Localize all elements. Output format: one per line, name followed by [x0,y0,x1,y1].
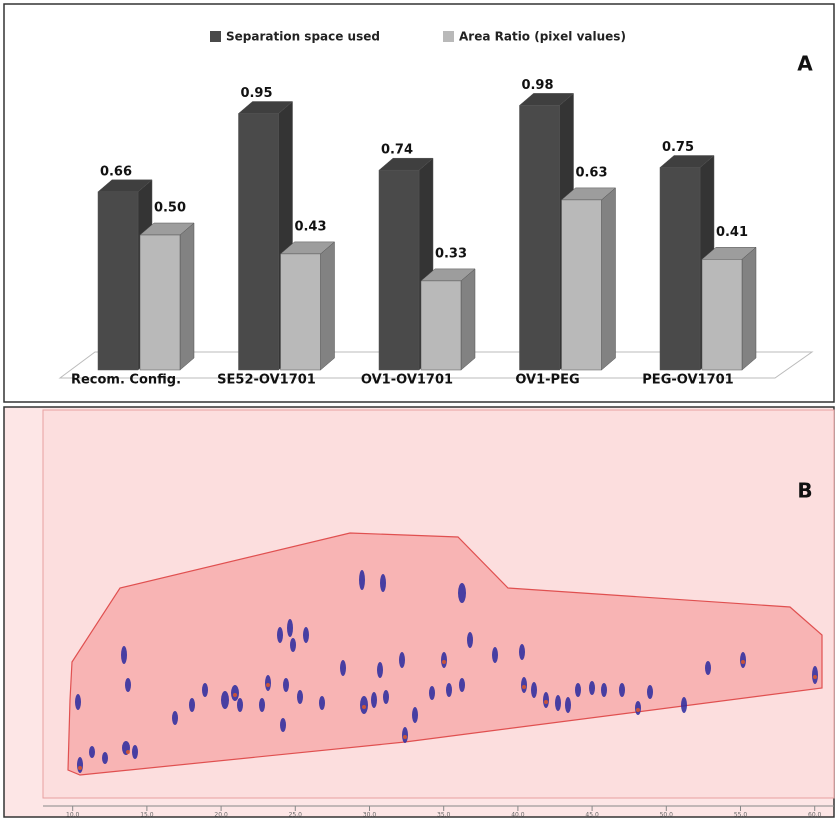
legend-label: Separation space used [226,30,380,44]
bar-side [179,222,195,371]
x-tick-label: 10.0 [66,812,80,819]
x-tick-label: PEG-OV1701 [642,373,733,388]
value-label: 0.95 [240,86,272,101]
bar [280,253,321,371]
value-label: 0.75 [662,140,694,155]
legend-swatch [443,31,454,42]
bar [139,234,181,371]
value-label: 0.41 [716,225,748,240]
value-label: 0.63 [575,165,607,180]
value-label: 0.66 [100,164,132,179]
bar-side [460,268,476,371]
panel-label: B [797,479,812,503]
value-label: 0.50 [154,201,186,216]
bar [659,167,701,371]
legend-swatch [210,31,221,42]
legend-label: Area Ratio (pixel values) [459,30,626,44]
x-tick-label: OV1-OV1701 [361,373,453,388]
bar [420,280,462,371]
value-label: 0.98 [521,78,553,93]
x-tick-label: SE52-OV1701 [217,373,316,388]
panel-label: A [797,52,813,76]
bar [519,105,560,371]
peaks [75,570,818,773]
x-tick-label: 20.0 [214,812,228,819]
x-tick-label: 15.0 [140,812,154,819]
value-label: 0.43 [294,219,326,234]
x-tick-label: 60.0 [808,812,822,819]
bar-side [741,246,757,371]
x-tick-label: 30.0 [363,812,377,819]
bar [561,199,602,371]
x-tick-label: 50.0 [660,812,674,819]
bar [701,259,743,371]
bar [97,191,139,371]
x-tick-label: 45.0 [585,812,599,819]
x-tick-label: 25.0 [289,812,303,819]
bar-side [320,241,335,371]
value-label: 0.33 [435,246,467,261]
x-tick-label: 55.0 [734,812,748,819]
bar [238,113,279,371]
x-tick-label: 35.0 [437,812,451,819]
bar [378,169,420,371]
x-tick-label: OV1-PEG [515,373,579,388]
value-label: 0.74 [381,143,413,158]
x-tick-label: 40.0 [511,812,525,819]
x-tick-label: Recom. Config. [71,373,181,388]
bar-side [601,187,616,371]
